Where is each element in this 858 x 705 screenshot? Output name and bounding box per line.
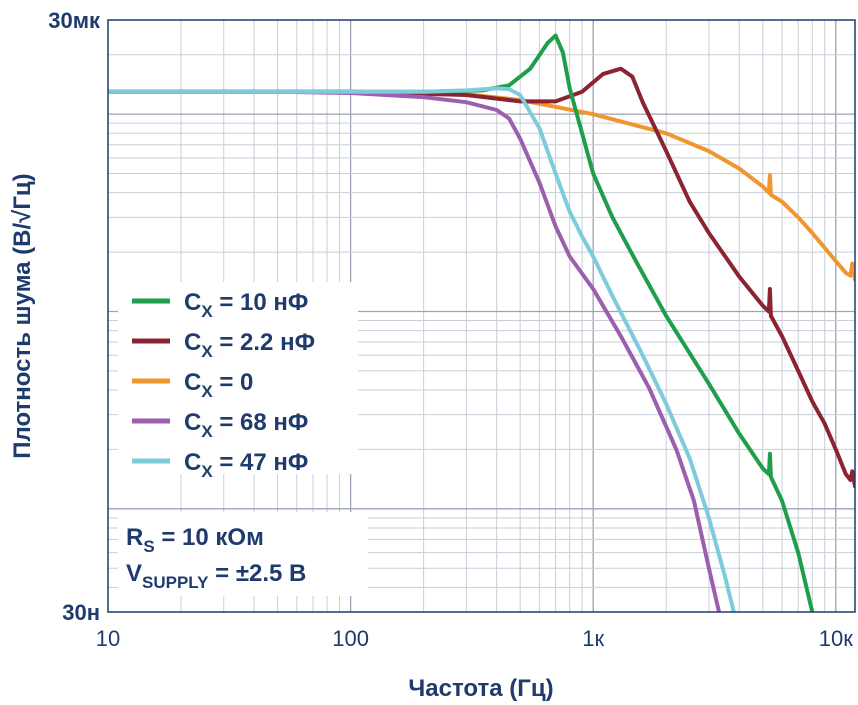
x-tick-label: 10к xyxy=(819,626,853,651)
legend-entry: CX = 2.2 нФ xyxy=(184,329,315,361)
series-line xyxy=(108,33,815,612)
y-tick-label: 30мк xyxy=(48,8,101,33)
axis-ticks: 10 100 1к 10к 30мк 30н xyxy=(48,8,853,651)
x-tick-label: 10 xyxy=(96,626,120,651)
parameter-note-line: RS = 10 кОм xyxy=(126,524,264,556)
series-line xyxy=(108,66,855,489)
parameter-note-line: VSUPPLY = ±2.5 В xyxy=(126,560,306,592)
legend-entry: CX = 47 нФ xyxy=(184,449,308,481)
series-line xyxy=(108,86,736,612)
x-axis-title: Частота (Гц) xyxy=(408,675,553,702)
y-axis-title: Плотность шума (В/√Гц) xyxy=(9,173,36,458)
legend-entry: CX = 0 xyxy=(184,369,253,401)
x-tick-label: 100 xyxy=(332,626,369,651)
series-line xyxy=(108,89,721,612)
note-background xyxy=(118,512,368,596)
parameter-note: RS = 10 кОм VSUPPLY = ±2.5 В xyxy=(118,512,368,596)
x-tick-label: 1к xyxy=(582,626,604,651)
legend-background xyxy=(118,282,358,474)
series-line xyxy=(108,89,855,282)
plot-frame xyxy=(107,19,856,613)
legend-entry: CX = 68 нФ xyxy=(184,409,308,441)
series-lines xyxy=(108,33,855,612)
legend-entry: CX = 10 нФ xyxy=(184,289,308,321)
legend: CX = 10 нФ CX = 2.2 нФ CX = 0 CX = 68 нФ CX … xyxy=(118,282,358,481)
y-tick-label: 30н xyxy=(62,600,100,625)
